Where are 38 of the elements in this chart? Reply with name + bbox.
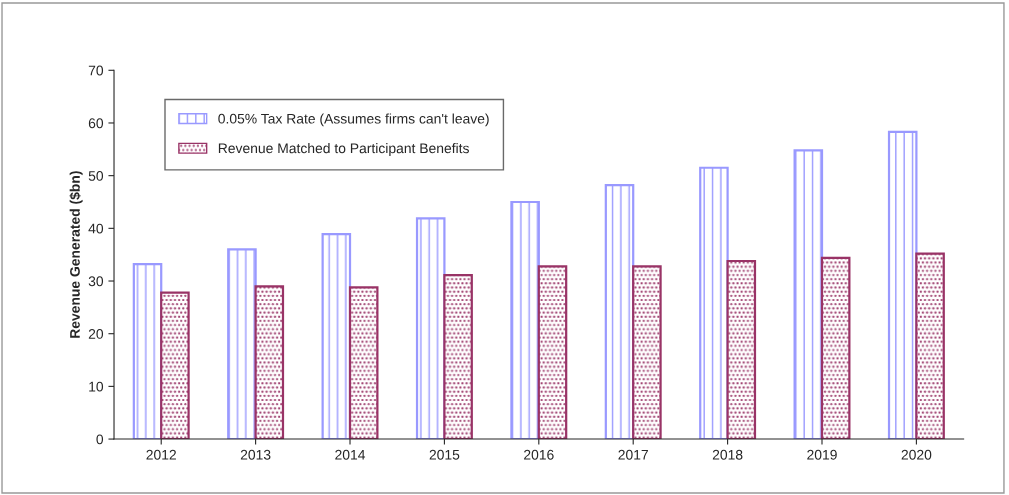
- x-tick-label: 2019: [807, 449, 837, 460]
- x-tick-label: 2017: [618, 449, 648, 460]
- x-tick-label: 2012: [146, 449, 176, 460]
- x-tick-label: 2020: [901, 449, 932, 460]
- x-tick-label: 2014: [335, 449, 366, 460]
- y-tick-label: 70: [88, 65, 104, 76]
- bar: [726, 259, 757, 440]
- bar: [510, 200, 540, 440]
- y-tick-label: 50: [88, 170, 104, 181]
- x-tick-label: 2015: [429, 449, 460, 460]
- y-tick-label: 30: [88, 276, 104, 287]
- bar: [793, 149, 824, 440]
- y-axis-title: Revenue Generated ($bn): [69, 171, 83, 338]
- legend-label: Revenue Matched to Participant Benefits: [218, 143, 469, 156]
- x-tick-label: 2013: [240, 449, 271, 460]
- y-tick-label: 20: [88, 329, 104, 339]
- bar: [537, 265, 568, 440]
- x-tick-label: 2016: [524, 449, 554, 460]
- y-tick-label: 40: [88, 223, 104, 234]
- bar: [132, 263, 163, 440]
- y-tick-label: 60: [88, 118, 104, 129]
- bar: [915, 252, 945, 440]
- bar: [227, 248, 257, 440]
- bar: [632, 265, 662, 440]
- bar: [699, 166, 729, 440]
- bar: [321, 233, 352, 440]
- bar: [415, 217, 446, 440]
- bar: [254, 285, 285, 440]
- legend-label: 0.05% Tax Rate (Assumes firms can't leave): [218, 113, 489, 127]
- bar: [887, 130, 918, 440]
- y-tick-label: 0: [96, 434, 104, 445]
- bar: [348, 286, 379, 440]
- x-tick-label: 2018: [712, 449, 743, 460]
- bar: [160, 291, 190, 440]
- bar: [443, 274, 473, 440]
- y-tick-label: 10: [89, 381, 104, 392]
- bar: [604, 184, 635, 440]
- bar: [820, 256, 851, 440]
